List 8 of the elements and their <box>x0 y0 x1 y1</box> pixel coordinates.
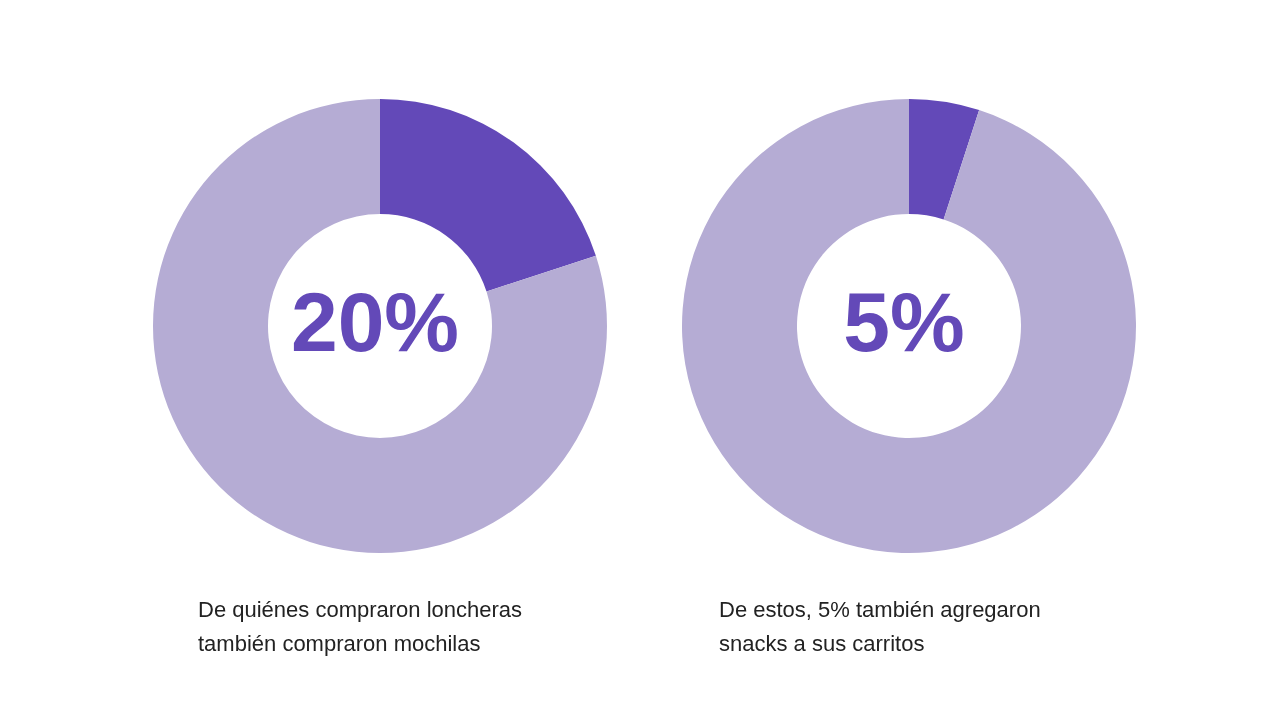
text: De estos, 5% también agregaron snacks a sus carritos <box>719 596 1042 658</box>
donut-slice <box>909 99 980 220</box>
text: 20% <box>290 274 460 369</box>
text: De quiénes compraron loncheras también compraron mochilas <box>198 596 524 658</box>
donut-slice <box>682 99 1136 553</box>
donut-slice <box>153 99 607 553</box>
donut-slice <box>380 99 596 292</box>
text: 5% <box>843 274 965 369</box>
